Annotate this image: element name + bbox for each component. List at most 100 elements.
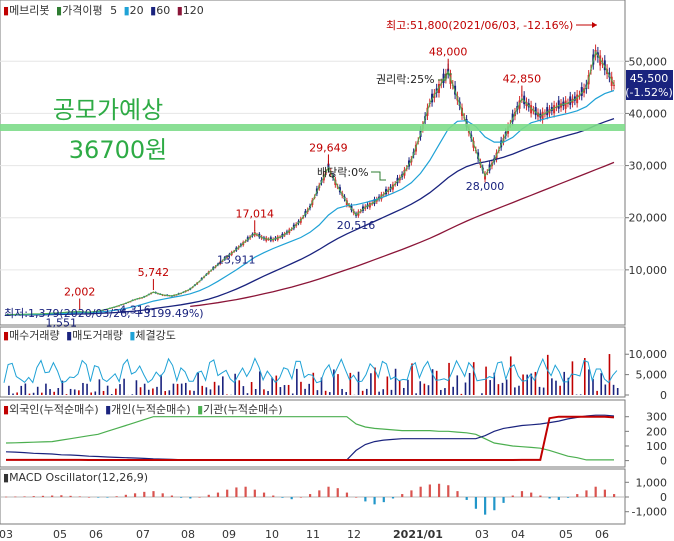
volume-bar: [234, 373, 236, 395]
candle-body: [576, 94, 579, 104]
volume-bar: [320, 377, 323, 395]
volume-bar: [152, 388, 154, 395]
legend-item-1: 가격이평: [62, 4, 102, 17]
volume-bar: [444, 388, 446, 395]
volume-bar: [213, 381, 216, 395]
price-label-10: 42,850: [503, 73, 542, 86]
macd-bar: [41, 495, 45, 497]
volume-bar: [119, 384, 121, 395]
volume-bar: [390, 389, 393, 395]
candle-body: [613, 84, 615, 86]
macd-bar: [576, 494, 579, 497]
volume-bar: [546, 354, 549, 395]
candle-body: [557, 100, 560, 109]
volume-bar: [308, 383, 310, 395]
macd-bar: [465, 497, 468, 500]
investor-legend-marker-0: ▮: [3, 403, 9, 416]
volume-bar: [600, 373, 603, 395]
volume-bar: [530, 373, 533, 395]
macd-bar: [290, 497, 293, 500]
volume-axis-tick-0: 10,000: [629, 348, 668, 361]
volume-bar: [440, 389, 442, 395]
macd-bar: [493, 497, 496, 511]
macd-bar: [594, 486, 597, 497]
macd-bar: [87, 497, 91, 498]
volume-bar: [324, 390, 327, 395]
ipo-price-guide-line: [0, 124, 625, 131]
volume-bar: [472, 362, 475, 395]
legend-marker-4: ▮: [150, 4, 156, 17]
investor-legend-item-2: 기관(누적순매수): [203, 403, 282, 416]
macd-bar: [14, 496, 17, 498]
volume-bar: [374, 367, 376, 395]
volume-bar: [567, 377, 570, 395]
candle-body: [553, 105, 556, 114]
price-legend: ▮메브리봇 ▮가격이평 5 ▮20 ▮60 ▮120: [3, 4, 204, 17]
volume-bar: [287, 384, 290, 395]
macd-bar: [207, 494, 210, 497]
candle-body: [580, 87, 583, 96]
volume-bar: [505, 379, 508, 395]
investor-legend-marker-2: ▮: [197, 403, 203, 416]
volume-bar: [254, 389, 257, 395]
volume-bar: [283, 385, 286, 395]
macd-bar: [133, 493, 137, 497]
x-axis-label-5: 09: [222, 528, 236, 541]
ipo-price: 36700원: [69, 136, 167, 164]
volume-bar: [197, 372, 199, 395]
volume-bar: [481, 393, 483, 395]
volume-bar: [485, 366, 487, 395]
macd-bar: [309, 494, 312, 497]
volume-bar: [497, 384, 500, 395]
x-axis-label-12: 05: [559, 528, 573, 541]
price-axis-tick-0: 50,000: [629, 55, 668, 68]
volume-legend-item-0: 매수거래량: [9, 329, 60, 342]
volume-bar: [102, 390, 105, 395]
volume-bar: [115, 388, 117, 395]
volume-bar: [156, 386, 158, 395]
execution-strength-line: [3, 357, 618, 384]
high-note-arrowhead: [592, 22, 597, 28]
volume-bar: [563, 371, 566, 395]
volume-bar: [596, 390, 598, 395]
institution-line: [5, 416, 614, 461]
candle-body: [599, 55, 602, 66]
macd-bar: [511, 495, 514, 497]
volume-bar: [61, 380, 64, 395]
volume-bar: [36, 386, 39, 395]
legend-item-0: 메브리봇: [9, 4, 49, 17]
macd-bar: [235, 487, 238, 497]
axis-layer: 50,000 40,000 30,000 20,000 10,000 10,000 5,00…: [0, 55, 667, 541]
volume-legend-item-2: 체결강도: [135, 329, 175, 342]
volume-bar: [73, 389, 76, 395]
candle-body: [5, 314, 7, 316]
candle-body: [560, 103, 563, 108]
volume-bar: [526, 374, 528, 395]
macd-bar: [428, 484, 431, 497]
volume-bar: [571, 361, 574, 395]
volume-bar: [189, 390, 191, 395]
volume-bar: [98, 379, 101, 395]
volume-bar: [259, 371, 261, 395]
investor-layer: [5, 414, 615, 461]
volume-bar: [514, 387, 516, 395]
investor-axis-tick-2: 100: [646, 440, 667, 453]
volume-bar: [250, 382, 253, 395]
legend-marker-5: ▮: [177, 4, 183, 17]
x-axis-label-2: 06: [89, 528, 103, 541]
volume-bar: [242, 386, 245, 395]
macd-bar: [78, 496, 81, 498]
volume-bar: [415, 393, 417, 395]
volume-bar: [45, 383, 47, 395]
x-axis-label-3: 07: [136, 528, 150, 541]
candle-body: [71, 311, 74, 313]
candle-body: [530, 105, 533, 114]
macd-legend-marker-0: ▮: [3, 471, 9, 484]
volume-bar: [263, 389, 265, 395]
macd-bar: [557, 497, 560, 500]
volume-bar: [160, 374, 162, 395]
legend-main-text: ▮메브리봇 ▮가격이평 5 ▮20 ▮60 ▮120: [3, 4, 204, 17]
macd-bar: [447, 485, 450, 497]
x-axis-label-4: 08: [181, 528, 195, 541]
